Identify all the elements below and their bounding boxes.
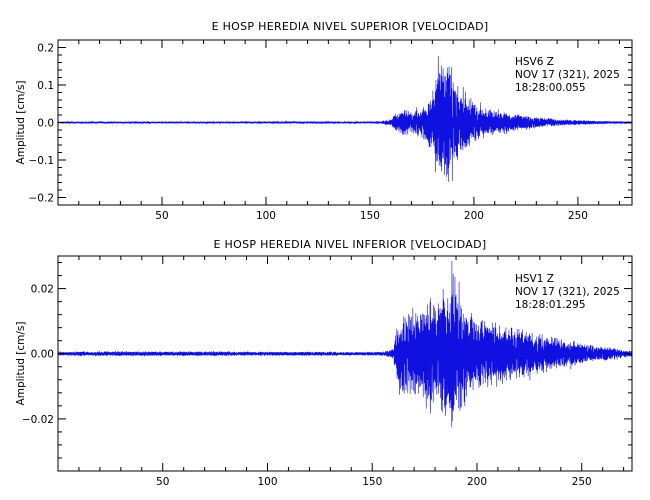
y-tick-label: 0.02 [31, 284, 54, 296]
y-tick-label: 0.0 [37, 118, 54, 130]
x-tick-label: 200 [467, 476, 487, 488]
station-info-line: NOV 17 (321), 2025 [515, 286, 620, 298]
x-tick-label: 250 [568, 210, 588, 222]
y-axis-label: Amplitud [cm/s] [15, 81, 27, 165]
plot-title: E HOSP HEREDIA NIVEL SUPERIOR [VELOCIDAD… [212, 20, 489, 33]
y-tick-label: 0.00 [31, 349, 54, 361]
x-tick-label: 50 [155, 210, 168, 222]
plot-frame [57, 255, 633, 472]
plot-title: E HOSP HEREDIA NIVEL INFERIOR [VELOCIDAD… [214, 238, 487, 251]
station-info-line: NOV 17 (321), 2025 [515, 69, 620, 81]
y-axis-label: Amplitud [cm/s] [15, 322, 27, 406]
waveform-trace [57, 56, 633, 182]
y-tick-label: 0.2 [37, 43, 54, 55]
y-tick-label: −0.02 [22, 414, 54, 426]
x-tick-label: 50 [156, 476, 169, 488]
station-info-line: HSV1 Z [515, 273, 554, 285]
y-tick-label: −0.2 [29, 193, 55, 205]
lower-seismogram-plot: E HOSP HEREDIA NIVEL INFERIOR [VELOCIDAD… [15, 238, 633, 488]
y-tick-label: 0.1 [37, 80, 54, 92]
x-tick-label: 100 [257, 476, 277, 488]
y-tick-label: −0.1 [29, 155, 55, 167]
station-info-line: 18:28:00.055 [515, 82, 586, 94]
waveform-trace [57, 261, 633, 428]
station-info-line: HSV6 Z [515, 56, 554, 68]
x-tick-label: 150 [362, 476, 382, 488]
upper-seismogram-plot: E HOSP HEREDIA NIVEL SUPERIOR [VELOCIDAD… [15, 20, 633, 222]
x-tick-label: 100 [256, 210, 276, 222]
x-tick-label: 250 [572, 476, 592, 488]
station-info-line: 18:28:01.295 [515, 299, 586, 311]
x-tick-label: 150 [360, 210, 380, 222]
x-tick-label: 200 [464, 210, 484, 222]
